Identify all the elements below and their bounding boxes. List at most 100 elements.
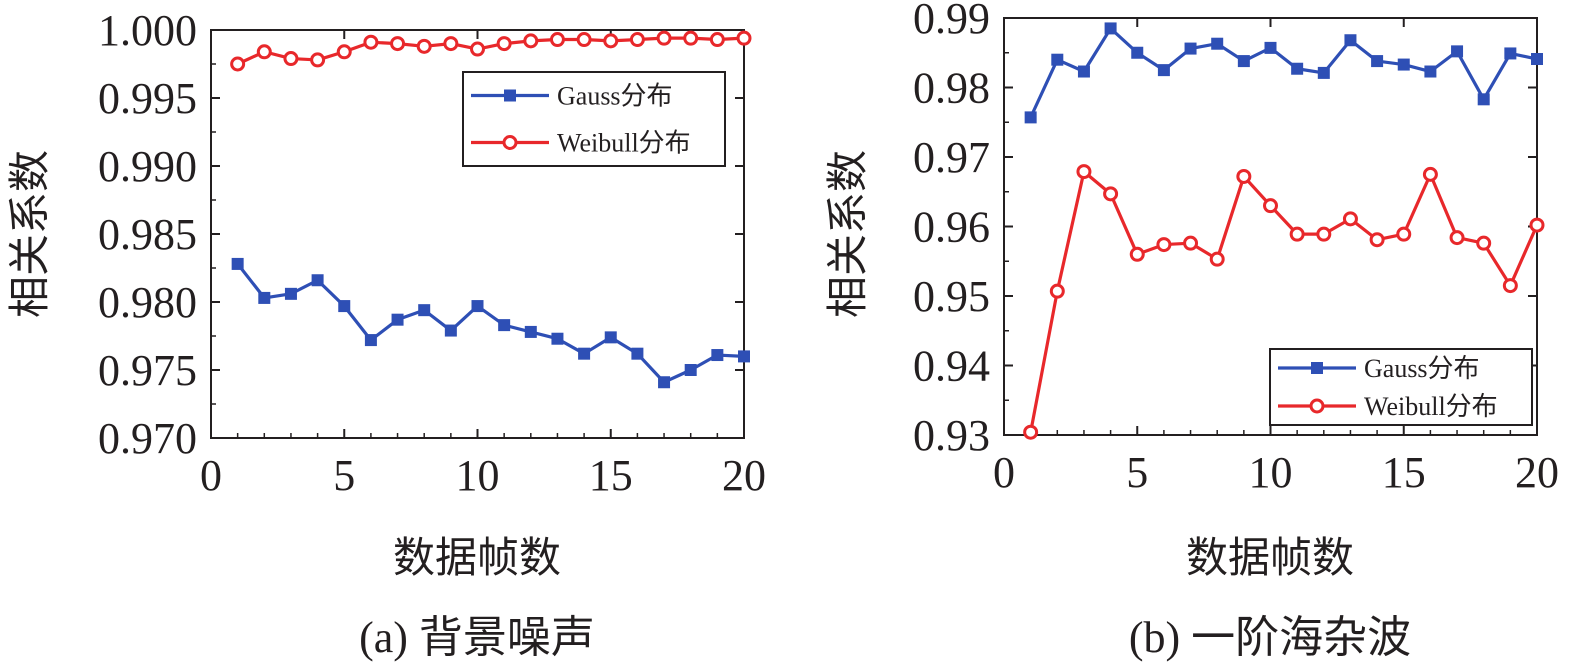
legend-label: Gauss分布 bbox=[557, 82, 673, 111]
data-point bbox=[418, 304, 431, 317]
data-point bbox=[1317, 66, 1330, 79]
data-point bbox=[1264, 41, 1277, 54]
data-point bbox=[1476, 235, 1492, 251]
y-tick-label: 1.000 bbox=[98, 6, 197, 55]
data-point bbox=[578, 347, 591, 360]
data-point bbox=[709, 32, 725, 48]
data-point bbox=[1371, 55, 1384, 68]
legend-marker bbox=[1311, 362, 1323, 374]
data-point bbox=[443, 36, 459, 52]
data-point bbox=[1076, 164, 1092, 180]
x-tick-label: 10 bbox=[456, 451, 500, 500]
data-point bbox=[416, 38, 432, 54]
data-point bbox=[1291, 62, 1304, 75]
legend-box bbox=[462, 71, 726, 167]
chart-panel-b: 相关系数 数据帧数 (b) 一阶海杂波 0 5 10 15 20 0.93 0.94 0.95… bbox=[823, 0, 1559, 662]
data-point bbox=[471, 300, 484, 313]
data-point bbox=[1183, 235, 1199, 251]
y-tick-label: 0.995 bbox=[98, 74, 197, 123]
data-point bbox=[364, 334, 377, 347]
series-gauss-a bbox=[231, 257, 750, 389]
data-point bbox=[658, 376, 671, 389]
x-tick-label: 20 bbox=[722, 451, 766, 500]
x-axis-title-a: 数据帧数 bbox=[393, 533, 561, 582]
data-point bbox=[549, 32, 565, 48]
data-point bbox=[1396, 226, 1412, 242]
legend-marker bbox=[1309, 398, 1325, 414]
data-point bbox=[1316, 226, 1332, 242]
data-point bbox=[711, 349, 724, 362]
x-tick-label: 0 bbox=[993, 448, 1015, 497]
series-line bbox=[1029, 26, 1538, 119]
y-tick-label: 0.990 bbox=[98, 142, 197, 191]
data-point bbox=[684, 364, 697, 376]
data-point bbox=[283, 51, 299, 67]
data-point bbox=[338, 300, 351, 313]
legend-label: Weibull分布 bbox=[557, 129, 691, 158]
data-point bbox=[1156, 237, 1172, 253]
series-line bbox=[1029, 169, 1539, 433]
data-point bbox=[1531, 53, 1543, 66]
data-point bbox=[444, 324, 457, 337]
y-tick-label: 0.94 bbox=[913, 342, 990, 391]
data-point bbox=[1342, 211, 1358, 227]
x-tick-label: 0 bbox=[200, 451, 222, 500]
y-axis-title-a: 相关系数 bbox=[5, 150, 54, 318]
series-gauss-b bbox=[1024, 22, 1543, 124]
data-point bbox=[656, 30, 672, 46]
y-tick-label: 0.980 bbox=[98, 278, 197, 327]
data-point bbox=[498, 319, 511, 332]
data-point bbox=[1157, 64, 1170, 77]
data-point bbox=[1451, 45, 1464, 58]
y-tick-label: 0.99 bbox=[913, 0, 990, 43]
legend-marker bbox=[502, 135, 518, 150]
data-point bbox=[1049, 283, 1065, 299]
data-point bbox=[736, 30, 752, 46]
x-tick-label: 10 bbox=[1249, 448, 1293, 497]
data-point bbox=[1529, 217, 1545, 233]
legend-label: Gauss分布 bbox=[1364, 354, 1480, 383]
data-point bbox=[1023, 424, 1039, 440]
data-point bbox=[1449, 230, 1465, 246]
data-point bbox=[603, 33, 619, 49]
data-point bbox=[1051, 53, 1064, 66]
data-point bbox=[1424, 65, 1437, 78]
y-axis-title-b: 相关系数 bbox=[823, 150, 872, 318]
x-axis-title-b: 数据帧数 bbox=[1186, 533, 1354, 582]
y-tick-label: 0.97 bbox=[913, 133, 990, 182]
data-point bbox=[1397, 58, 1410, 71]
y-tick-label: 0.985 bbox=[98, 210, 197, 259]
data-point bbox=[1129, 246, 1145, 262]
data-point bbox=[1211, 37, 1224, 50]
series-weibull-a bbox=[230, 30, 752, 72]
data-point bbox=[524, 325, 537, 338]
data-point bbox=[1289, 226, 1305, 242]
data-point bbox=[604, 331, 617, 344]
data-point bbox=[629, 32, 645, 48]
x-tick-label: 15 bbox=[1382, 448, 1426, 497]
data-point bbox=[576, 32, 592, 48]
y-tick-label: 0.95 bbox=[913, 272, 990, 321]
x-tick-label: 5 bbox=[333, 451, 355, 500]
data-point bbox=[470, 41, 485, 57]
data-point bbox=[1024, 111, 1037, 124]
data-point bbox=[231, 257, 244, 270]
data-point bbox=[1103, 186, 1119, 202]
caption-a: (a) 背景噪声 bbox=[359, 613, 595, 662]
data-point bbox=[1263, 198, 1278, 214]
data-point bbox=[390, 36, 406, 52]
data-point bbox=[1236, 168, 1252, 184]
data-point bbox=[496, 36, 512, 52]
legend-marker bbox=[504, 89, 516, 102]
data-point bbox=[1131, 46, 1144, 59]
data-point bbox=[1502, 278, 1518, 294]
x-tick-label: 15 bbox=[589, 451, 633, 500]
data-point bbox=[1504, 47, 1517, 60]
data-point bbox=[230, 56, 246, 72]
y-tick-label: 0.970 bbox=[98, 414, 197, 463]
data-point bbox=[1104, 22, 1117, 35]
caption-b: (b) 一阶海杂波 bbox=[1129, 613, 1411, 662]
data-point bbox=[310, 52, 326, 68]
legend-label: Weibull分布 bbox=[1364, 392, 1498, 421]
data-point bbox=[336, 44, 352, 60]
